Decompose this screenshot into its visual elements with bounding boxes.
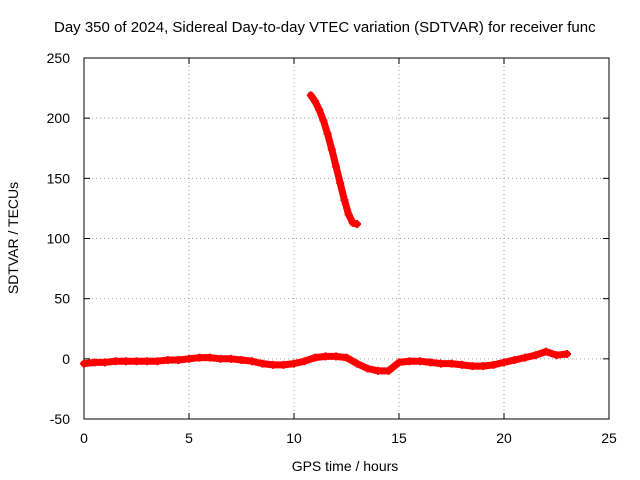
data-point [311,97,319,106]
y-tick-label: 200 [47,110,71,126]
data-point [479,362,487,371]
ticks: 0 5 10 15 20 25 -50 0 50 100 150 200 250 [47,50,617,446]
data-point [342,353,351,362]
data-point [323,129,332,138]
series [80,91,571,375]
data-point [500,358,508,367]
y-tick-label: 50 [54,291,70,307]
data-point [300,357,309,366]
x-tick-label: 0 [80,430,88,446]
data-point [531,351,540,360]
data-point [374,366,382,375]
data-point [80,359,88,368]
data-point [143,357,151,366]
chart-title: Day 350 of 2024, Sidereal Day-to-day VTE… [54,19,596,36]
plot-frame [83,57,610,420]
y-tick-label: 250 [47,50,71,66]
x-tick-label: 10 [286,430,302,446]
x-tick-label: 5 [185,430,193,446]
y-axis-label: SDTVAR / TECUs [5,182,21,294]
data-point [468,362,477,371]
data-point [185,354,193,363]
series-line-2 [307,91,361,228]
data-point [336,179,345,188]
data-point [437,359,445,368]
data-point [416,357,424,366]
data-point [510,356,519,365]
data-point [315,105,324,114]
x-tick-label: 15 [391,430,407,446]
data-point [552,351,561,360]
data-point [122,357,130,366]
data-point [153,357,162,366]
data-point [195,353,204,362]
x-axis-label: GPS time / hours [292,458,399,474]
data-point [227,354,235,363]
data-point [405,357,414,366]
data-point [458,360,466,369]
data-point [353,359,361,368]
data-point [395,358,403,367]
data-point [363,364,372,373]
data-point [384,366,393,375]
data-point [327,145,336,154]
data-point [101,358,109,367]
data-point [426,358,435,367]
data-point [332,162,340,171]
data-point [306,91,315,100]
data-point [258,359,267,368]
data-point [447,359,456,368]
data-point [542,347,550,356]
data-point [164,356,172,365]
data-point [269,360,277,369]
data-point [344,210,353,219]
data-point [319,116,328,125]
data-point [332,352,340,361]
x-tick-label: 20 [496,430,512,446]
y-tick-label: -50 [50,411,70,427]
data-point [521,353,529,362]
data-point [563,350,571,359]
y-tick-label: 100 [47,231,71,247]
data-point [311,353,319,362]
x-tick-label: 25 [601,430,617,446]
data-point [489,360,498,369]
data-point [111,357,120,366]
data-point [348,218,357,227]
data-point [248,357,256,366]
y-tick-label: 150 [47,170,71,186]
data-point [340,195,349,204]
data-point [279,360,288,369]
data-point [321,352,330,361]
data-point [216,354,225,363]
data-point [90,358,99,367]
data-point [132,357,141,366]
grid [84,58,609,419]
data-point [290,359,298,368]
data-point [237,356,246,365]
y-tick-label: 0 [62,351,70,367]
data-point [353,220,361,229]
data-point [174,356,183,365]
data-point [206,353,214,362]
